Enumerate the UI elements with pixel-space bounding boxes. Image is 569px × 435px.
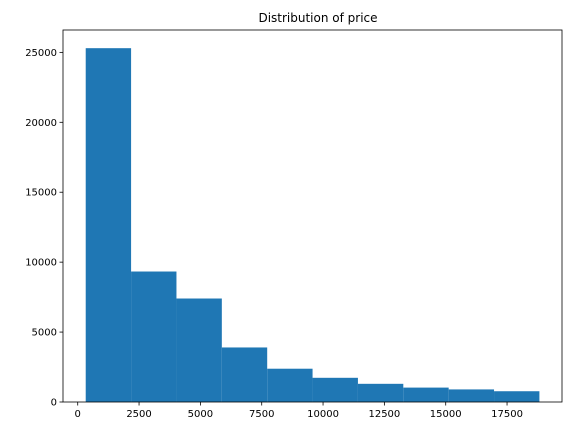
x-tick-label: 2500 [126,409,151,420]
y-tick-label: 20000 [25,118,57,129]
x-tick-label: 15000 [430,409,462,420]
y-tick-label: 15000 [25,188,57,199]
histogram-bar-7 [403,387,449,402]
histogram-bar-1 [131,271,177,402]
histogram-bar-5 [312,377,358,402]
histogram-bar-4 [267,368,313,402]
bars-group [85,48,540,402]
x-tick-label: 5000 [188,409,213,420]
histogram-bar-3 [221,347,268,402]
histogram-bar-6 [357,383,404,402]
x-axis: 0 2500 5000 7500 10000 12500 15000 17500 [75,402,523,420]
x-tick-label: 17500 [491,409,523,420]
y-tick-label: 0 [51,398,57,409]
histogram-bar-0 [85,48,132,402]
x-tick-label: 10000 [307,409,339,420]
y-axis: 0 5000 10000 15000 20000 25000 [25,48,63,409]
histogram-bar-9 [494,391,540,402]
plot-frame [62,29,563,403]
x-tick-label: 0 [75,409,81,420]
y-tick-label: 10000 [25,258,57,269]
x-tick-label: 7500 [249,409,274,420]
x-tick-label: 12500 [368,409,400,420]
histogram-bar-2 [176,298,222,402]
histogram-bar-8 [448,389,495,402]
y-tick-label: 5000 [32,328,57,339]
y-tick-label: 25000 [25,48,57,59]
chart-title: Distribution of price [258,11,377,25]
